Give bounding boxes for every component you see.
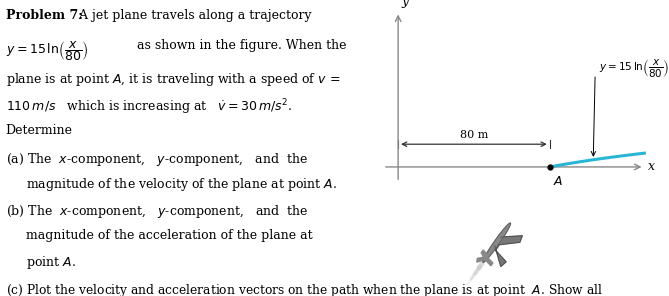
Polygon shape [483, 223, 510, 262]
Polygon shape [477, 257, 487, 262]
Text: $A$: $A$ [553, 175, 564, 188]
Text: as shown in the figure. When the: as shown in the figure. When the [129, 39, 347, 52]
Text: y: y [402, 0, 409, 8]
Text: plane is at point $A$, it is traveling with a speed of $v\,=$: plane is at point $A$, it is traveling w… [5, 71, 341, 88]
Polygon shape [481, 250, 493, 266]
Text: (c) Plot the velocity and acceleration vectors on the path when the plane is at : (c) Plot the velocity and acceleration v… [5, 282, 603, 296]
Text: $y = 15\,\ln\!\left(\dfrac{x}{80}\right)$: $y = 15\,\ln\!\left(\dfrac{x}{80}\right)… [599, 57, 669, 79]
Text: (a) The  $x$-component,   $y$-component,   and  the: (a) The $x$-component, $y$-component, an… [5, 151, 308, 168]
Text: (b) The  $x$-component,   $y$-component,   and  the: (b) The $x$-component, $y$-component, an… [5, 203, 308, 220]
Polygon shape [494, 236, 522, 266]
Text: A jet plane travels along a trajectory: A jet plane travels along a trajectory [71, 9, 312, 22]
Text: Problem 7:: Problem 7: [5, 9, 82, 22]
Text: $y = 15\,\ln\!\left(\dfrac{x}{80}\right)$: $y = 15\,\ln\!\left(\dfrac{x}{80}\right)… [5, 39, 88, 63]
Text: Determine: Determine [5, 124, 73, 137]
Text: point $A$.: point $A$. [26, 254, 76, 271]
Text: $110\,m/s$   which is increasing at   $\dot{v} = 30\,m/s^2$.: $110\,m/s$ which is increasing at $\dot{… [5, 97, 292, 117]
Text: 80 m: 80 m [460, 131, 488, 140]
Text: magnitude of the velocity of the plane at point $A$.: magnitude of the velocity of the plane a… [26, 176, 337, 193]
Text: x: x [648, 160, 655, 173]
Text: magnitude of the acceleration of the plane at: magnitude of the acceleration of the pla… [26, 229, 313, 242]
